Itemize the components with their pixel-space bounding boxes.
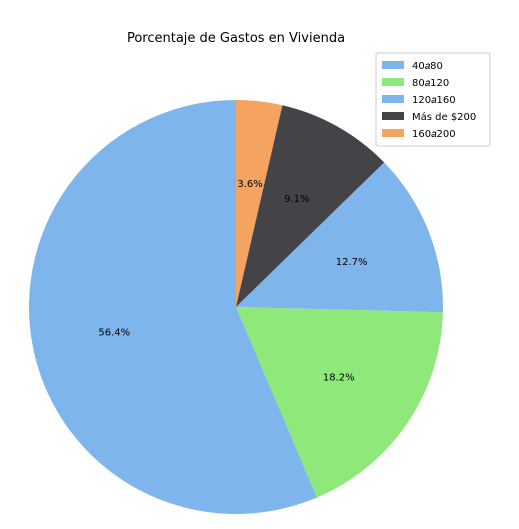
legend-swatch [382,78,404,86]
pie-slice [236,99,283,307]
pie-slice-labels: 3.6% 9.1% 12.7% 18.2% 56.4% [98,179,367,383]
slice-percent-label: 18.2% [323,372,355,383]
chart-title: Porcentaje de Gastos en Vivienda [127,31,345,46]
pie-slice [29,100,318,514]
legend-entry-label: 160𝑎200 [412,129,456,140]
pie-slices [29,99,443,514]
slice-percent-label: 9.1% [284,194,309,205]
legend-swatch [382,61,404,69]
legend: 40𝑎80 80𝑎120 120𝑎160 Más de $200 160𝑎200 [375,52,491,147]
pie-slice [236,162,443,313]
legend-swatch [382,95,404,103]
legend-frame [375,52,491,147]
pie-slice [236,105,385,308]
legend-entry-label: 80𝑎120 [412,78,449,89]
legend-entry-label: Más de $200 [412,111,476,123]
slice-percent-label: 3.6% [237,179,262,190]
legend-entry-label: 40𝑎80 [412,61,443,72]
slice-percent-label: 56.4% [98,327,130,338]
slice-percent-label: 12.7% [336,257,368,268]
legend-entry-label: 120𝑎160 [412,95,456,106]
legend-swatch [382,112,404,120]
legend-swatch [382,129,404,137]
pie-slice [236,307,443,498]
